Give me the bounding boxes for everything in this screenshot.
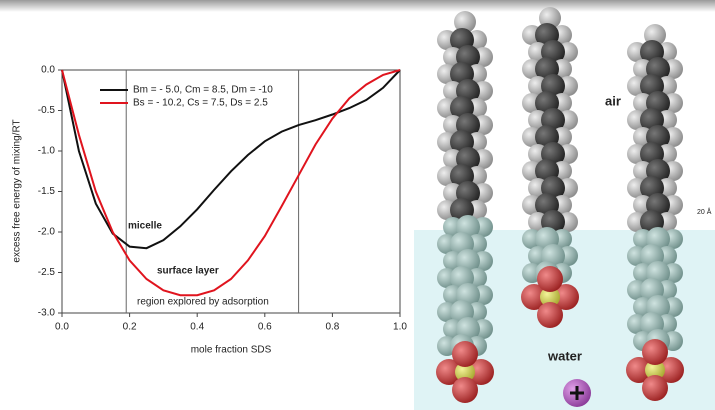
oxygen-atom (537, 266, 563, 292)
oxygen-atom (537, 302, 563, 328)
oxygen-atom (452, 341, 478, 367)
oxygen-atom (452, 377, 478, 403)
x-tick-label: 0.2 (123, 322, 137, 333)
chart: mole fraction SDS excess free energy of … (12, 65, 408, 356)
water-label: water (547, 348, 582, 363)
y-axis-label: excess free energy of mixing/RT (12, 119, 23, 262)
x-tick-label: 0.8 (325, 322, 339, 333)
oxygen-atom (642, 375, 668, 401)
x-tick-label: 0.4 (190, 322, 204, 333)
page: mole fraction SDS excess free energy of … (0, 0, 715, 410)
y-tick-label: -0.5 (38, 105, 56, 116)
y-tick-label: -1.0 (38, 146, 56, 157)
legend-label: Bm = - 5.0, Cm = 8.5, Dm = -10 (133, 85, 273, 96)
annotation: surface layer (157, 266, 219, 277)
y-tick-label: -3.0 (38, 308, 56, 319)
annotation: micelle (128, 221, 162, 232)
y-tick-label: -2.0 (38, 227, 56, 238)
air-label: air (605, 93, 621, 108)
y-tick-label: -2.5 (38, 267, 56, 278)
x-tick-label: 1.0 (393, 322, 407, 333)
oxygen-atom (642, 339, 668, 365)
legend-label: Bs = - 10.2, Cs = 7.5, Ds = 2.5 (133, 98, 268, 109)
y-tick-label: 0.0 (41, 65, 55, 76)
scale-label: 20 Å (697, 207, 712, 216)
top-bar (0, 0, 715, 12)
x-axis-label: mole fraction SDS (191, 345, 272, 356)
x-tick-label: 0.6 (258, 322, 272, 333)
x-tick-label: 0.0 (55, 322, 69, 333)
annotation: region explored by adsorption (137, 297, 269, 308)
y-tick-label: -1.5 (38, 186, 56, 197)
